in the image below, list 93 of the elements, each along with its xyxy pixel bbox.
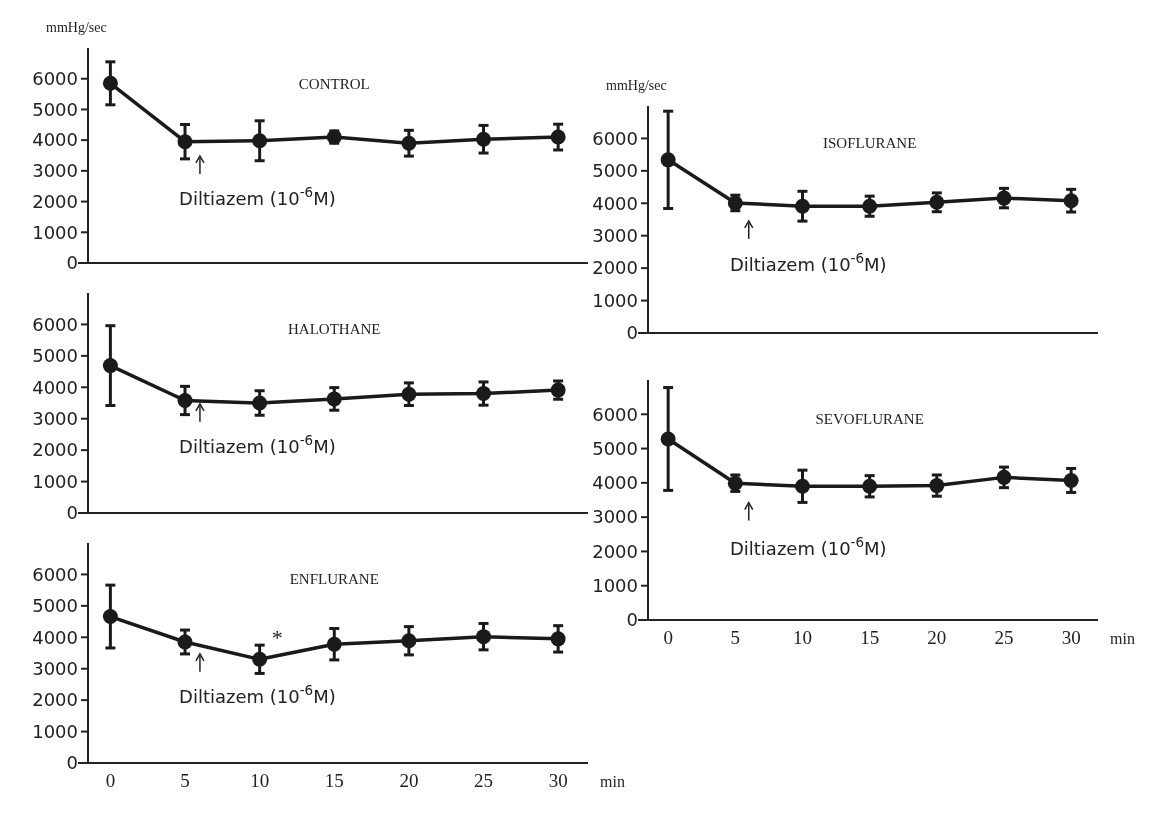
y-tick-label: 4000: [592, 192, 638, 214]
y-tick-label: 1000: [592, 289, 638, 311]
y-tick-label: 5000: [32, 98, 78, 120]
x-tick-label: 0: [663, 627, 673, 648]
y-tick-label: 3000: [32, 408, 78, 430]
text: SEVOFLURANE: [815, 411, 924, 428]
x-tick-label: 10: [792, 627, 812, 648]
y-tick-label: 2000: [592, 257, 638, 279]
text: ENFLURANE: [289, 571, 379, 588]
annotation: *: [271, 625, 283, 651]
y-tick-label: 1000: [592, 575, 638, 597]
point: [550, 631, 566, 647]
point: [550, 129, 566, 145]
point: [401, 135, 417, 151]
y-tick-label: 0: [626, 322, 638, 344]
y-tick-label: 3000: [592, 225, 638, 247]
y-tick-label: 2000: [32, 439, 78, 461]
x-tick-label: 30: [548, 770, 568, 791]
point: [794, 478, 810, 494]
point: [177, 634, 193, 650]
point: [401, 633, 417, 649]
y-tick-label: 6000: [32, 68, 78, 90]
x-tick-label: 15: [324, 770, 344, 791]
x-tick-label: 25: [994, 627, 1014, 648]
x-axis-title: min: [1110, 630, 1135, 647]
point: [177, 392, 193, 408]
point: [794, 198, 810, 214]
y-tick-label: 3000: [32, 160, 78, 182]
y-tick-label: 1000: [32, 720, 78, 742]
y-tick-label: 4000: [592, 472, 638, 494]
y-tick-label: 5000: [592, 437, 638, 459]
x-tick-label: 30: [1061, 627, 1081, 648]
annotation: Diltiazem (10$^{-6}$M): [729, 533, 887, 559]
x-tick-label: 10: [250, 770, 270, 791]
point: [252, 651, 268, 667]
y-tick-label: 0: [626, 609, 638, 631]
x-tick-label: 15: [860, 627, 880, 648]
y-tick-label: 6000: [592, 127, 638, 149]
text: CONTROL: [298, 75, 370, 92]
y-tick-label: 5000: [592, 160, 638, 182]
point: [102, 609, 118, 625]
y-tick-label: 1000: [32, 470, 78, 492]
y-tick-label: 4000: [32, 626, 78, 648]
text: HALOTHANE: [288, 321, 381, 338]
y-tick-label: 2000: [32, 190, 78, 212]
x-tick-label: 5: [180, 770, 190, 791]
annotation: Diltiazem (10$^{-6}$M): [179, 432, 336, 458]
x-tick-label: 25: [474, 770, 494, 791]
point: [660, 152, 676, 168]
point: [326, 636, 342, 652]
point: [929, 194, 945, 210]
point: [1063, 472, 1079, 488]
x-tick-label: 5: [730, 627, 741, 648]
y-tick-label: 6000: [592, 403, 638, 425]
y-axis-title: mmHg/sec: [606, 78, 667, 93]
point: [660, 431, 676, 447]
point: [401, 386, 417, 402]
y-tick-label: 5000: [32, 595, 78, 617]
point: [102, 75, 118, 91]
point: [476, 629, 492, 645]
y-tick-label: 2000: [32, 689, 78, 711]
y-tick-label: 4000: [32, 129, 78, 151]
y-tick-label: 1000: [32, 221, 78, 243]
point: [1063, 193, 1079, 209]
text: ISOFLURANE: [822, 135, 917, 152]
point: [252, 133, 268, 149]
annotation: Diltiazem (10$^{-6}$M): [729, 250, 887, 276]
y-tick-label: 3000: [592, 506, 638, 528]
y-tick-label: 3000: [32, 658, 78, 680]
annotation: Diltiazem (10$^{-6}$M): [179, 682, 336, 708]
point: [102, 358, 118, 374]
y-tick-label: 6000: [32, 563, 78, 585]
y-tick-label: 0: [66, 752, 78, 774]
y-tick-label: 6000: [32, 313, 78, 335]
x-tick-label: 20: [399, 770, 419, 791]
point: [252, 395, 268, 411]
point: [929, 478, 945, 494]
y-tick-label: 0: [66, 502, 78, 524]
x-axis-title: min: [600, 773, 625, 790]
y-tick-label: 4000: [32, 376, 78, 398]
x-tick-label: 0: [105, 770, 116, 791]
point: [476, 131, 492, 147]
y-tick-label: 5000: [32, 345, 78, 367]
annotation: Diltiazem (10$^{-6}$M): [179, 183, 336, 209]
x-tick-label: 20: [927, 627, 947, 648]
point: [996, 190, 1012, 206]
point: [862, 198, 878, 214]
point: [326, 391, 342, 407]
y-axis-title: mmHg/sec: [46, 20, 107, 35]
point: [177, 134, 193, 150]
point: [476, 386, 492, 402]
y-tick-label: 2000: [592, 540, 638, 562]
y-tick-label: 0: [66, 252, 78, 274]
